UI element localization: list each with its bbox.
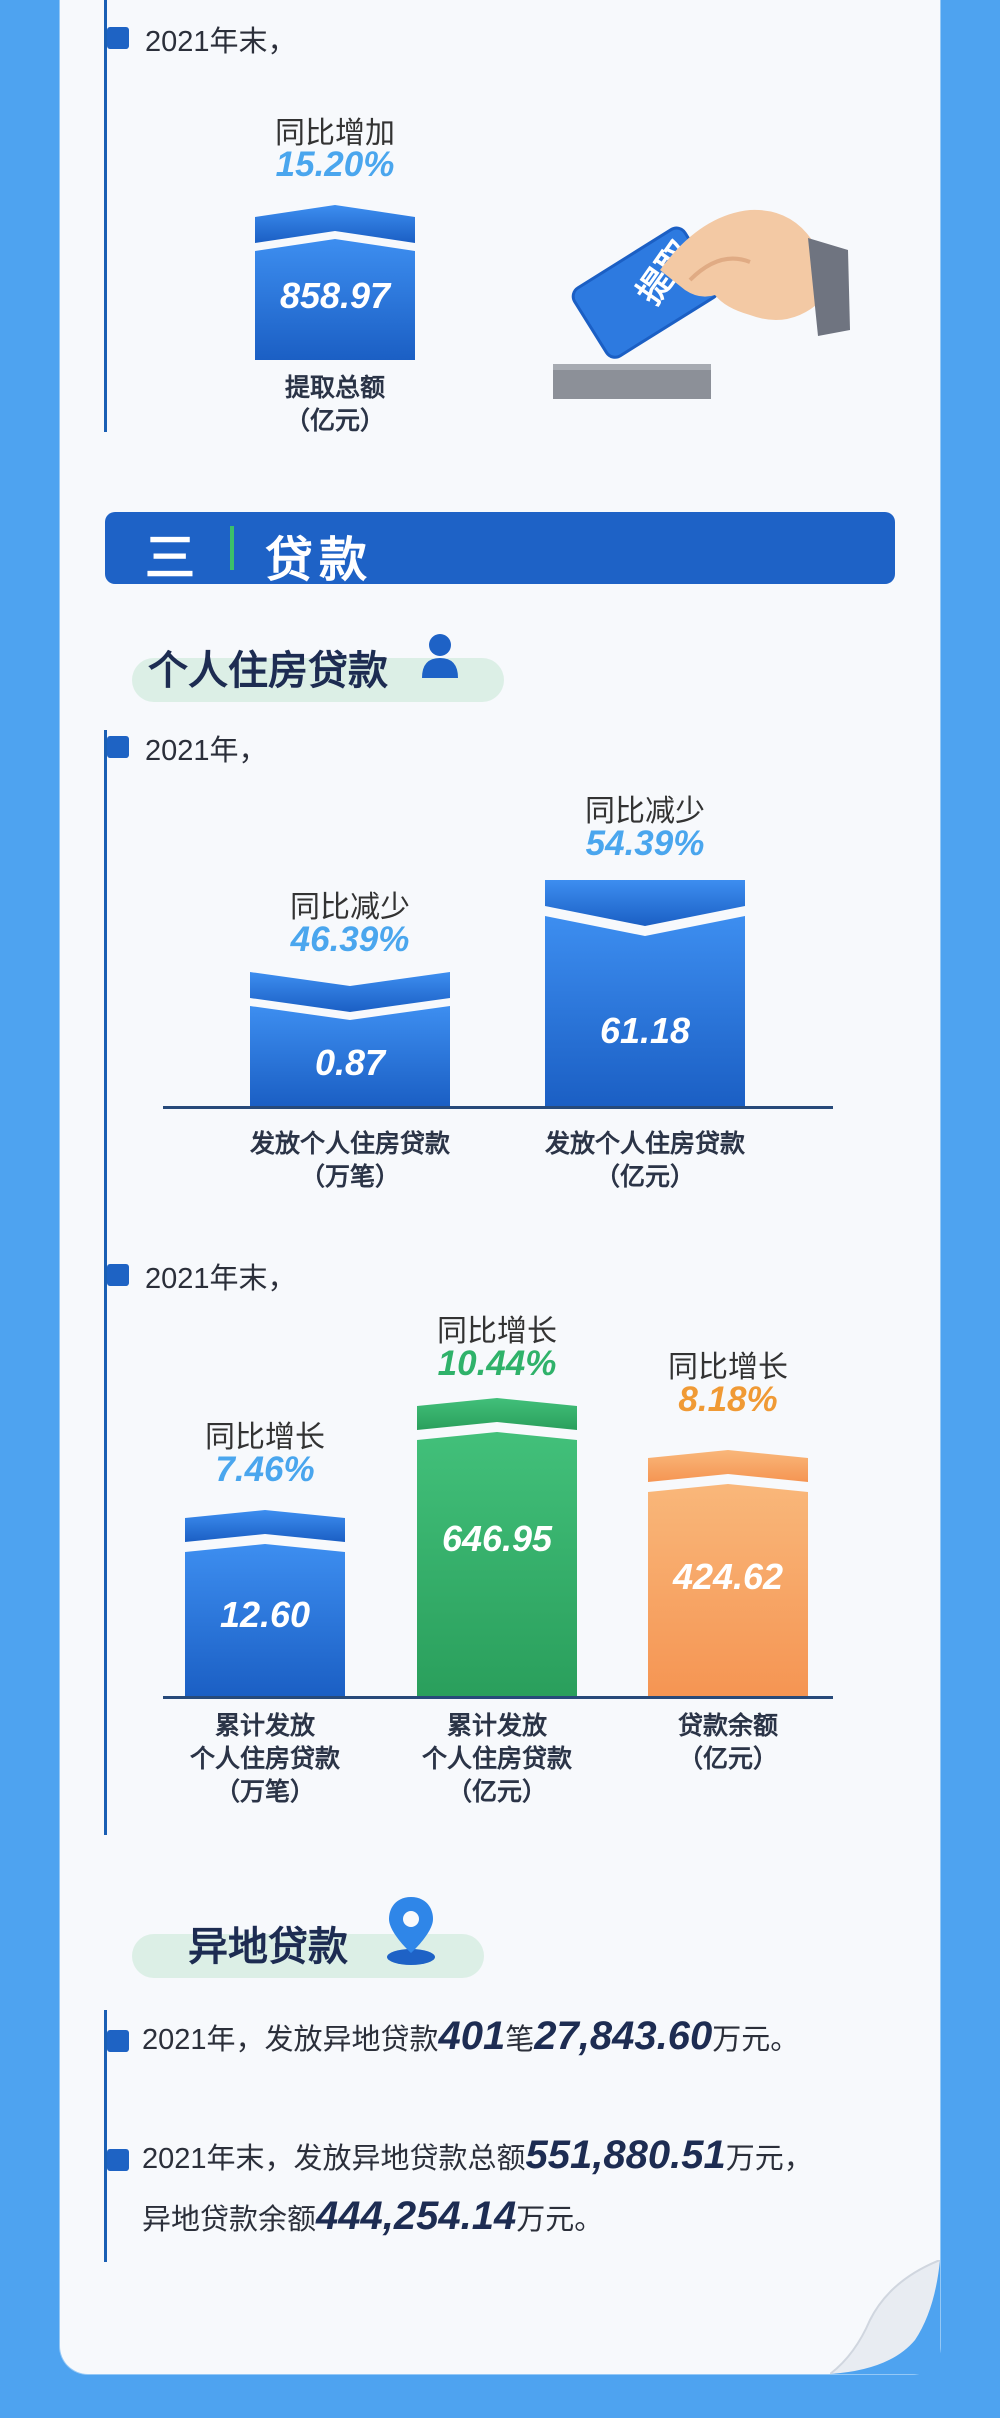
bullet-marker <box>107 2149 129 2171</box>
bar-value: 646.95 <box>441 1518 553 1559</box>
bullet-marker <box>107 1264 129 1286</box>
heading-personal-loans: 个人住房贷款 <box>148 649 388 693</box>
bar-caption: 发放个人住房贷款 （亿元） <box>544 1130 745 1191</box>
change-label: 同比增长 <box>668 1351 788 1384</box>
bar-value: 61.18 <box>599 1010 691 1051</box>
remote-line-3: 异地贷款余额444,254.14万元。 <box>142 2194 604 2238</box>
bar-caption: 贷款余额 （亿元） <box>677 1712 778 1773</box>
bar-value: 858.97 <box>279 275 391 316</box>
bar-cumulative-amount: 646.95 <box>417 1398 577 1696</box>
bullet-text: 2021年， <box>145 735 268 767</box>
change-percent: 54.39% <box>585 824 705 863</box>
chart-axis <box>163 1106 833 1109</box>
bullet-text: 2021年末， <box>145 26 297 58</box>
change-percent: 8.18% <box>678 1380 778 1419</box>
section-title: 贷款 <box>265 534 374 587</box>
change-percent: 46.39% <box>290 920 410 959</box>
remote-line-2: 2021年末，发放异地贷款总额551,880.51万元， <box>142 2133 813 2177</box>
heading-remote-loans: 异地贷款 <box>188 1925 348 1969</box>
timeline-line <box>104 2010 107 2262</box>
remote-line-1: 2021年，发放异地贷款401笔27,843.60万元。 <box>142 2014 800 2058</box>
bar-value: 12.60 <box>219 1594 311 1635</box>
bullet-marker <box>107 736 129 758</box>
location-pin-icon <box>385 1895 437 1972</box>
section-number: 三 <box>145 530 195 586</box>
change-label: 同比增长 <box>437 1315 557 1348</box>
timeline-line <box>104 0 107 432</box>
content-card <box>60 0 940 2374</box>
chart-axis <box>163 1696 833 1699</box>
change-percent: 10.44% <box>437 1344 557 1383</box>
change-label: 同比增长 <box>205 1421 325 1454</box>
bar-loans-amount: 61.18 <box>545 880 745 1106</box>
bullet-marker <box>107 27 129 49</box>
bullet-text: 2021年末， <box>145 1263 297 1295</box>
bar-value: 424.62 <box>672 1556 784 1597</box>
bar-value: 0.87 <box>314 1042 386 1083</box>
bar-loans-count: 0.87 <box>250 972 450 1106</box>
change-label: 同比减少 <box>585 795 705 828</box>
bar-loan-balance: 424.62 <box>648 1450 808 1696</box>
change-percent: 15.20% <box>275 145 395 184</box>
bullet-marker <box>107 2030 129 2052</box>
change-label: 同比增加 <box>275 117 395 150</box>
person-icon <box>418 632 462 685</box>
section-header: 三 贷款 <box>105 512 895 587</box>
bar-caption: 累计发放 个人住房贷款 （万笔） <box>189 1712 340 1806</box>
change-percent: 7.46% <box>215 1450 315 1489</box>
bar-caption: 发放个人住房贷款 （万笔） <box>249 1130 450 1191</box>
page-curl-decoration <box>829 2259 941 2379</box>
section-divider <box>230 526 234 570</box>
bar-caption: 累计发放 个人住房贷款 （亿元） <box>421 1712 572 1806</box>
bar-caption: 提取总额 （亿元） <box>284 374 385 435</box>
timeline-line <box>104 730 107 1835</box>
withdrawal-bar: 858.97 <box>255 205 415 360</box>
change-label: 同比减少 <box>290 891 410 924</box>
bar-cumulative-count: 12.60 <box>185 1510 345 1696</box>
withdraw-card-illustration: 提取 <box>550 190 860 405</box>
